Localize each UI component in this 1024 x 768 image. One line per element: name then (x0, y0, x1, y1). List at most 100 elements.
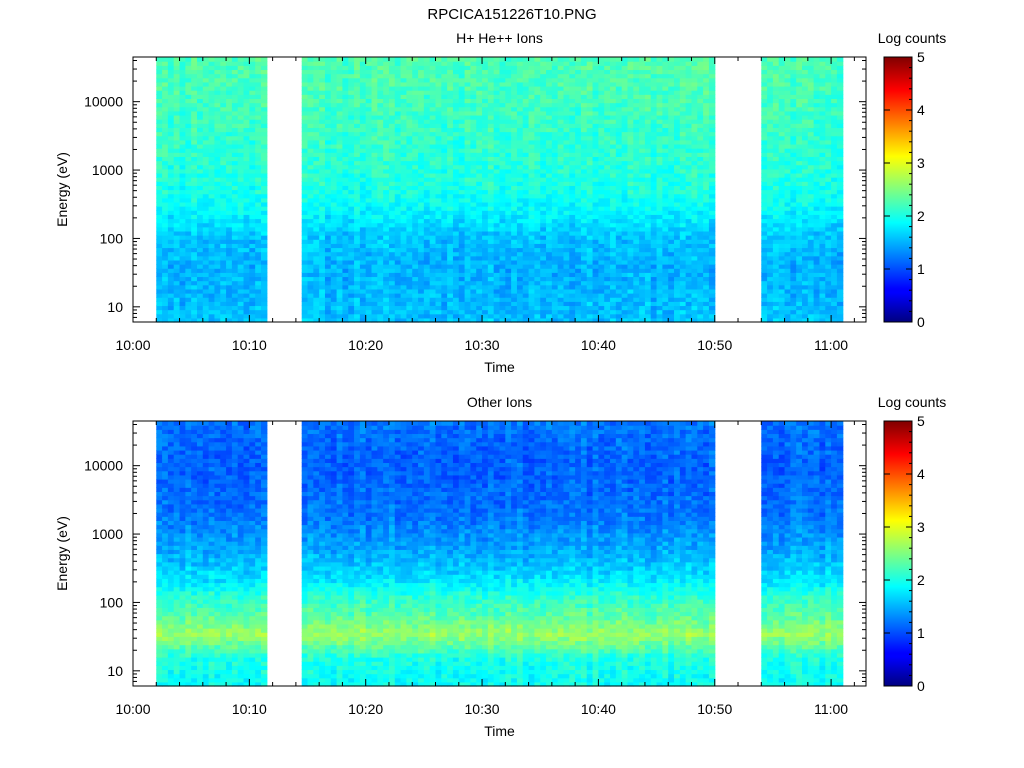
heatmap-cell (313, 172, 320, 178)
heatmap-cell (470, 288, 477, 294)
heatmap-cell (324, 152, 332, 157)
heatmap-cell (371, 293, 378, 298)
heatmap-cell (621, 317, 629, 323)
heatmap-cell (592, 272, 599, 278)
heatmap-cell (592, 214, 599, 220)
heatmap-cell (458, 160, 466, 166)
heatmap-cell (359, 189, 367, 195)
heatmap-cell (202, 77, 210, 83)
heatmap-cell (354, 185, 361, 191)
heatmap-cell (511, 102, 518, 108)
heatmap-cell (610, 143, 617, 149)
heatmap-cell (226, 189, 233, 195)
heatmap-cell (377, 222, 384, 228)
heatmap-cell (447, 81, 454, 87)
heatmap-cell (191, 185, 198, 191)
heatmap-cell (255, 90, 262, 95)
heatmap-cell (580, 102, 588, 108)
heatmap-cell (522, 98, 530, 104)
heatmap-cell (237, 301, 245, 307)
heatmap-cell (452, 85, 460, 91)
heatmap-cell (214, 148, 221, 153)
heatmap-cell (546, 268, 553, 273)
heatmap-cell (429, 276, 437, 282)
heatmap-cell (447, 309, 454, 315)
heatmap-cell (575, 197, 582, 203)
heatmap-cell (173, 239, 181, 244)
heatmap-cell (202, 69, 210, 75)
heatmap-cell (383, 139, 390, 145)
heatmap-cell (173, 135, 181, 141)
heatmap-cell (464, 57, 472, 62)
heatmap-cell (354, 276, 361, 282)
heatmap-cell (534, 135, 541, 141)
heatmap-cell (482, 309, 489, 315)
heatmap-cell (487, 57, 495, 62)
heatmap-cell (359, 313, 367, 319)
heatmap-cell (615, 309, 623, 315)
heatmap-cell (208, 172, 216, 178)
heatmap-cell (330, 106, 338, 112)
heatmap-cell (342, 119, 349, 124)
heatmap-cell (231, 317, 239, 323)
heatmap-cell (243, 297, 250, 302)
heatmap-cell (575, 251, 582, 257)
heatmap-cell (226, 226, 233, 232)
heatmap-cell (522, 309, 530, 315)
heatmap-cell (412, 185, 419, 191)
heatmap-cell (324, 131, 332, 137)
heatmap-cell (214, 293, 221, 298)
heatmap-cell (179, 214, 186, 220)
heatmap-cell (202, 293, 210, 298)
heatmap-cell (546, 201, 553, 207)
heatmap-cell (470, 77, 477, 83)
heatmap-cell (260, 309, 268, 315)
heatmap-cell (214, 181, 221, 186)
heatmap-cell (377, 73, 384, 79)
heatmap-cell (377, 57, 384, 62)
heatmap-cell (196, 251, 204, 257)
heatmap-cell (196, 259, 204, 265)
heatmap-cell (511, 85, 518, 91)
heatmap-cell (226, 197, 233, 203)
heatmap-cell (388, 181, 396, 186)
heatmap-cell (237, 288, 245, 294)
heatmap-cell (371, 177, 378, 182)
heatmap-cell (301, 230, 309, 236)
heatmap-cell (226, 77, 233, 83)
heatmap-cell (557, 235, 565, 240)
heatmap-cell (336, 69, 344, 75)
heatmap-cell (167, 317, 175, 323)
heatmap-cell (173, 69, 181, 75)
heatmap-cell (249, 127, 256, 133)
heatmap-cell (569, 222, 576, 228)
heatmap-cell (563, 177, 570, 182)
heatmap-cell (179, 156, 186, 162)
heatmap-cell (173, 301, 181, 307)
heatmap-cell (383, 276, 390, 282)
heatmap-cell (633, 259, 640, 265)
heatmap-cell (447, 177, 454, 182)
heatmap-cell (429, 69, 437, 75)
heatmap-cell (639, 276, 646, 282)
heatmap-cell (528, 102, 536, 108)
heatmap-cell (348, 65, 355, 71)
heatmap-cell (464, 264, 472, 269)
heatmap-cell (458, 243, 466, 249)
heatmap-cell (226, 239, 233, 244)
heatmap-cell (575, 268, 582, 273)
heatmap-cell (429, 210, 437, 215)
heatmap-cell (377, 143, 384, 149)
heatmap-cell (377, 102, 384, 108)
heatmap-cell (162, 94, 169, 100)
heatmap-cell (569, 206, 576, 211)
heatmap-cell (470, 168, 477, 174)
heatmap-cell (365, 313, 373, 319)
heatmap-cell (371, 119, 378, 124)
heatmap-cell (185, 206, 192, 211)
heatmap-cell (563, 222, 570, 228)
heatmap-cell (249, 177, 256, 182)
heatmap-cell (342, 230, 349, 236)
heatmap-cell (255, 301, 262, 307)
heatmap-cell (621, 143, 629, 149)
